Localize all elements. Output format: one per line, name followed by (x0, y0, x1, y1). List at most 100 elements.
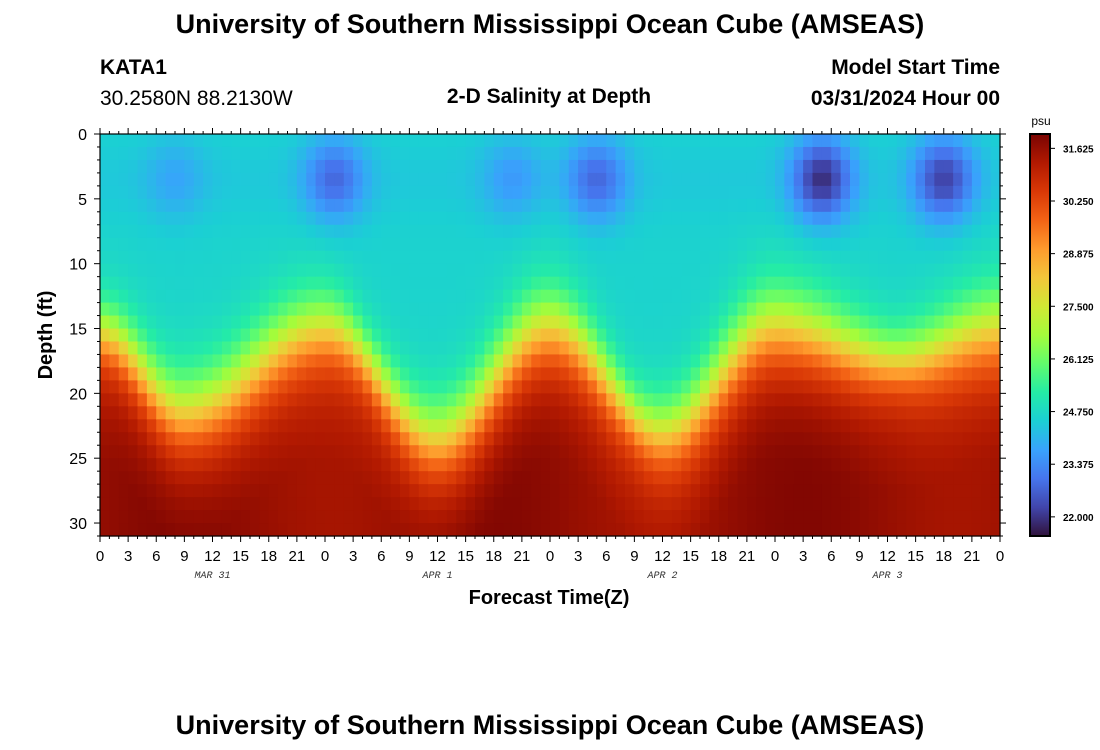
heatmap-cell (484, 510, 495, 524)
heatmap-cell (765, 484, 776, 498)
heatmap-cell (550, 315, 560, 330)
heatmap-cell (371, 172, 382, 187)
heatmap-cell (465, 458, 476, 472)
heatmap-cell (306, 224, 317, 239)
heatmap-cell (896, 315, 907, 330)
heatmap-cell (193, 510, 204, 524)
heatmap-cell (793, 302, 804, 317)
heatmap-cell (287, 510, 298, 524)
heatmap-cell (850, 276, 860, 291)
heatmap-cell (943, 432, 954, 446)
heatmap-cell (915, 146, 926, 161)
heatmap-cell (737, 289, 748, 304)
heatmap-cell (756, 523, 767, 537)
heatmap-cell (540, 419, 551, 433)
heatmap-cell (606, 224, 617, 239)
heatmap-cell (606, 263, 617, 278)
heatmap-cell (231, 484, 242, 498)
heatmap-cell (887, 134, 898, 148)
heatmap-cell (812, 263, 823, 278)
heatmap-cell (962, 406, 973, 420)
heatmap-cell (343, 185, 354, 200)
heatmap-cell (643, 146, 654, 161)
heatmap-cell (306, 198, 317, 213)
heatmap-cell (484, 302, 495, 317)
heatmap-cell (896, 159, 907, 174)
heatmap-cell (812, 419, 823, 433)
heatmap-cell (128, 497, 139, 511)
heatmap-cell (934, 302, 945, 317)
heatmap-cell (615, 237, 626, 252)
heatmap-cell (550, 172, 560, 187)
heatmap-cell (840, 237, 851, 252)
heatmap-cell (531, 315, 542, 330)
heatmap-cell (109, 289, 120, 304)
heatmap-cell (831, 276, 842, 291)
heatmap-cell (962, 211, 973, 226)
heatmap-cell (906, 276, 917, 291)
heatmap-cell (943, 211, 954, 226)
heatmap-cell (315, 276, 326, 291)
heatmap-cell (840, 484, 851, 498)
heatmap-cell (446, 354, 457, 369)
heatmap-cell (840, 341, 851, 356)
heatmap-cell (887, 250, 898, 265)
heatmap-cell (981, 250, 992, 265)
heatmap-cell (250, 198, 260, 213)
heatmap-cell (512, 471, 523, 485)
heatmap-cell (287, 354, 298, 369)
heatmap-cell (784, 172, 795, 187)
heatmap-cell (484, 134, 495, 148)
x-tick-label: 21 (739, 548, 756, 565)
heatmap-cell (990, 224, 1001, 239)
heatmap-cell (596, 237, 607, 252)
heatmap-cell (934, 523, 945, 537)
heatmap-cell (587, 393, 598, 407)
heatmap-cell (587, 289, 598, 304)
heatmap-cell (793, 134, 804, 148)
heatmap-cell (718, 250, 729, 265)
heatmap-cell (437, 315, 448, 330)
x-tick-label: 21 (514, 548, 531, 565)
heatmap-cell (671, 289, 682, 304)
heatmap-cell (362, 471, 373, 485)
heatmap-cell (381, 185, 392, 200)
heatmap-cell (484, 211, 495, 226)
heatmap-cell (221, 380, 232, 394)
heatmap-cell (156, 380, 167, 394)
heatmap-cell (831, 263, 842, 278)
heatmap-cell (362, 419, 373, 433)
heatmap-cell (371, 134, 382, 148)
heatmap-cell (615, 276, 626, 291)
heatmap-cell (362, 367, 373, 381)
heatmap-cell (381, 315, 392, 330)
x-tick-label: 9 (405, 548, 413, 565)
heatmap-cell (943, 497, 954, 511)
heatmap-cell (259, 380, 270, 394)
heatmap-cell (671, 367, 682, 381)
heatmap-cell (456, 432, 467, 446)
heatmap-cell (737, 458, 748, 472)
heatmap-cell (896, 367, 907, 381)
heatmap-cell (784, 510, 795, 524)
heatmap-cell (643, 172, 654, 187)
heatmap-cell (671, 523, 682, 537)
heatmap-cell (212, 393, 223, 407)
heatmap-cell (850, 432, 860, 446)
heatmap-cell (296, 510, 307, 524)
heatmap-cell (718, 134, 729, 148)
heatmap-cell (503, 471, 514, 485)
heatmap-cell (784, 211, 795, 226)
heatmap-cell (765, 380, 776, 394)
heatmap-cell (184, 406, 195, 420)
heatmap-cell (550, 458, 560, 472)
heatmap-cell (578, 198, 589, 213)
heatmap-cell (653, 159, 664, 174)
heatmap-cell (465, 146, 476, 161)
heatmap-cell (503, 211, 514, 226)
date-label: APR 2 (646, 571, 677, 582)
heatmap-cell (812, 146, 823, 161)
heatmap-cell (878, 328, 889, 343)
heatmap-cell (118, 224, 129, 239)
heatmap-cell (953, 471, 964, 485)
